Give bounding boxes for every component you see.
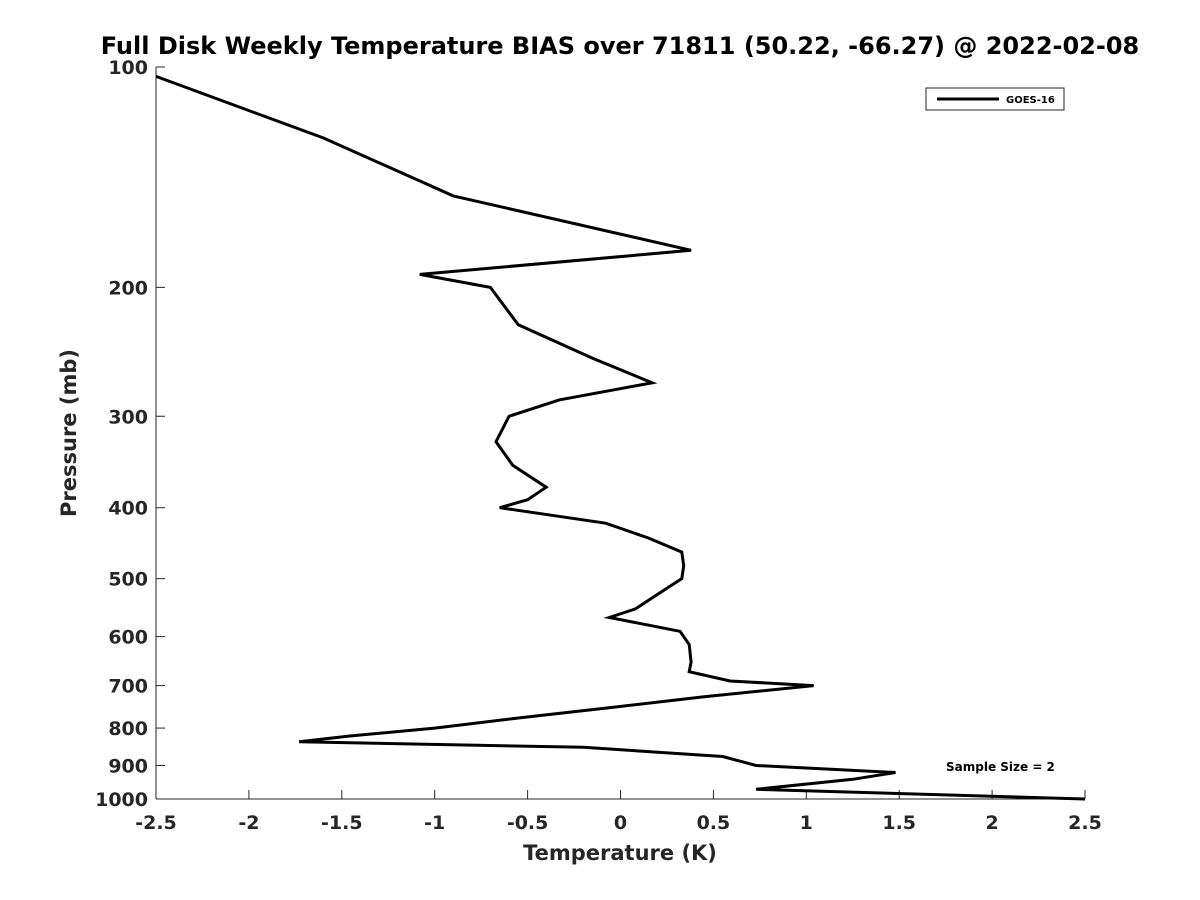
x-tick-label: 2.5 — [1068, 812, 1102, 834]
plot-area — [156, 67, 1085, 799]
x-tick-label: -0.5 — [507, 812, 549, 834]
x-tick-label: -2.5 — [135, 812, 177, 834]
x-tick-label: 1.5 — [882, 812, 916, 834]
y-tick-label: 400 — [108, 498, 148, 520]
x-tick-label: 0 — [614, 812, 627, 834]
y-tick-label: 900 — [108, 756, 148, 778]
y-tick-label: 700 — [108, 676, 148, 698]
legend: GOES-16 — [925, 87, 1065, 111]
x-tick-label: 1 — [800, 812, 813, 834]
x-axis-label: Temperature (K) — [523, 841, 717, 865]
chart-title: Full Disk Weekly Temperature BIAS over 7… — [101, 32, 1140, 60]
x-ticks: -2.5 -2 -1.5 -1 -0.5 0 0.5 1 1.5 2 2.5 — [135, 790, 1102, 834]
y-ticks: 100 200 300 400 500 600 700 800 900 1000 — [95, 57, 165, 811]
x-tick-label: -1 — [424, 812, 445, 834]
sample-size-annotation: Sample Size = 2 — [946, 760, 1055, 774]
x-tick-label: 2 — [985, 812, 998, 834]
x-tick-label: 0.5 — [697, 812, 731, 834]
y-axis-label: Pressure (mb) — [57, 349, 81, 517]
y-tick-label: 500 — [108, 569, 148, 591]
x-tick-label: -1.5 — [321, 812, 363, 834]
y-tick-label: 300 — [108, 406, 148, 428]
y-tick-label: 200 — [108, 277, 148, 299]
legend-label: GOES-16 — [1006, 95, 1055, 106]
x-tick-label: -2 — [238, 812, 259, 834]
y-tick-label: 1000 — [95, 789, 148, 811]
series-line-goes-16 — [155, 74, 1086, 801]
y-tick-label: 100 — [108, 57, 148, 79]
y-tick-label: 600 — [108, 627, 148, 649]
y-tick-label: 800 — [108, 718, 148, 740]
